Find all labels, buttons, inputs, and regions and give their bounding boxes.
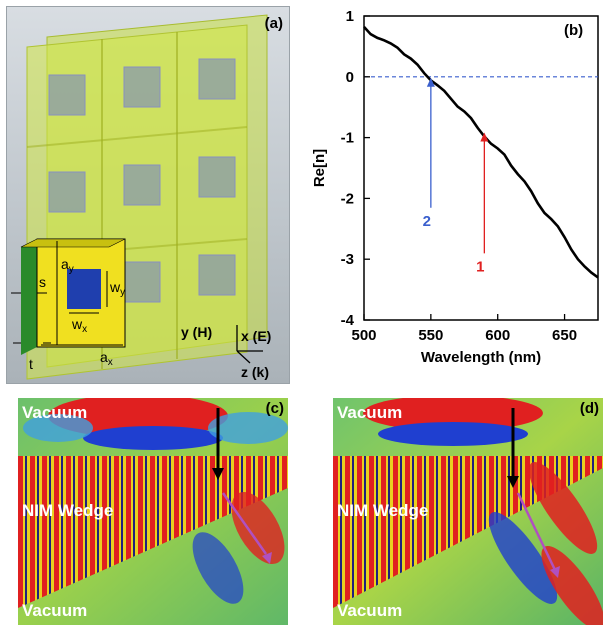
label-nim-wedge: NIM Wedge [22,501,113,520]
x-tick-label: 650 [552,327,577,344]
panel-d-label: (d) [579,400,599,417]
x-axis-label: Wavelength (nm) [421,349,541,366]
panel-c: Vacuum NIM Wedge Vacuum (c) [18,394,288,625]
panel-a: ay wy wx ax s t y (H) x (E) z (k) (a) [6,6,290,384]
y-tick-label: -3 [341,251,354,268]
unit-cell-cube [67,269,101,309]
y-tick-label: 0 [346,69,354,86]
unit-cell-side [21,239,37,355]
nim-wedge [333,456,603,608]
annotation-arrowhead-2 [426,77,435,87]
field-map-c: Vacuum NIM Wedge Vacuum [18,394,288,625]
y-tick-label: -1 [341,130,354,147]
label-nim-wedge: NIM Wedge [337,501,428,520]
panel-c-label: (c) [265,400,284,417]
nim-wedge [18,456,288,608]
y-axis-label: Re[n] [311,149,328,187]
label-s: s [39,274,46,290]
panel-b: 500 550 600 650 1 0 -1 -2 -3 -4 2 1 Wavelength (nm… [308,0,608,392]
y-tick-label: -2 [341,190,354,207]
x-tick-label: 600 [485,327,510,344]
refractive-index-chart: 500 550 600 650 1 0 -1 -2 -3 -4 2 1 Wavelength (nm… [311,8,599,366]
axis-x-label: x (E) [241,328,271,344]
panel-a-label: (a) [264,15,283,32]
label-vacuum-top: Vacuum [337,403,402,422]
x-tick-label: 500 [351,327,376,344]
label-vacuum-bottom: Vacuum [337,601,402,620]
label-wy: wy [109,279,125,298]
label-vacuum-bottom: Vacuum [22,601,87,620]
y-tick-label: -4 [341,312,355,329]
label-vacuum-top: Vacuum [22,403,87,422]
label-wx: wx [71,316,87,335]
annotation-label-1: 1 [476,258,484,275]
label-t: t [29,356,33,372]
metamaterial-schematic: ay wy wx ax s t y (H) x (E) z (k) [11,14,271,380]
label-ax: ax [100,349,113,368]
plot-frame [363,15,599,321]
series-line [363,26,599,279]
label-ay: ay [61,256,74,275]
panel-d: Vacuum NIM Wedge Vacuum (d) [333,395,605,630]
panel-b-label: (b) [564,22,584,39]
annotation-arrowhead-1 [480,132,489,142]
y-tick-label: 1 [346,8,354,25]
axis-y-label: y (H) [181,324,212,340]
axis-z-label: z (k) [241,364,269,380]
field-map-d: Vacuum NIM Wedge Vacuum [333,395,605,630]
annotation-label-2: 2 [423,213,431,230]
x-tick-label: 550 [418,327,443,344]
